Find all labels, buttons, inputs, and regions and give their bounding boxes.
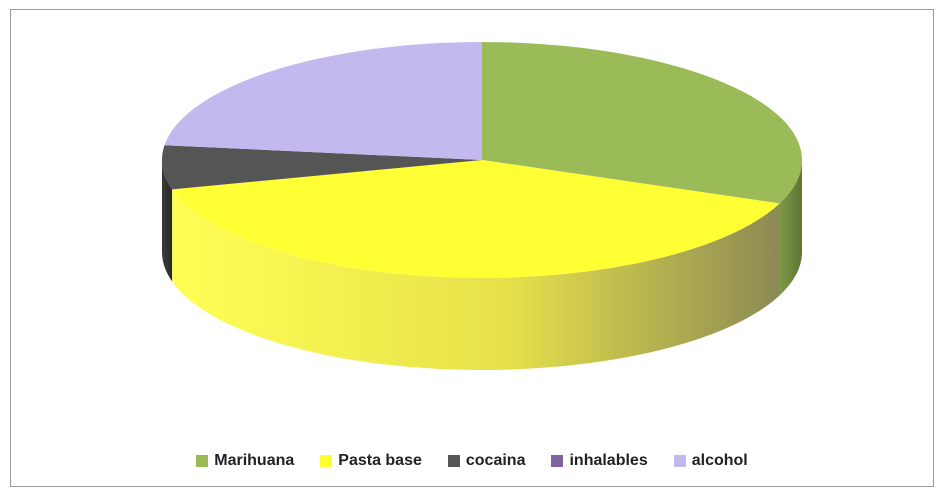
legend-item-alcohol: alcohol <box>673 452 748 470</box>
legend-item-pasta-base: Pasta base <box>320 452 422 470</box>
legend-item-inhalables: inhalables <box>551 452 648 470</box>
pie-side-pasta-base <box>172 189 780 370</box>
legend: Marihuana Pasta base cocaina inhalables alco… <box>0 452 944 470</box>
legend-swatch <box>673 455 686 467</box>
legend-swatch <box>196 455 209 467</box>
pie-slice-pasta-base <box>172 160 780 279</box>
legend-label: cocaina <box>465 452 526 469</box>
legend-swatch <box>447 455 460 467</box>
pie-side-marihuana <box>779 160 803 296</box>
legend-label: Pasta base <box>338 452 422 469</box>
pie-side-cocaina <box>162 160 173 282</box>
legend-swatch <box>551 455 564 467</box>
legend-label: inhalables <box>569 452 648 469</box>
legend-swatch <box>320 455 333 467</box>
legend-item-cocaina: cocaina <box>447 452 526 470</box>
pie-slices <box>162 42 803 279</box>
pie-slice-cocaina <box>162 145 483 190</box>
legend-label: alcohol <box>691 452 748 469</box>
legend-label: Marihuana <box>214 452 295 469</box>
pie-sides <box>162 160 803 370</box>
pie-slice-alcohol <box>164 42 482 160</box>
pie-slice-marihuana <box>482 42 803 204</box>
legend-item-marihuana: Marihuana <box>196 452 294 470</box>
